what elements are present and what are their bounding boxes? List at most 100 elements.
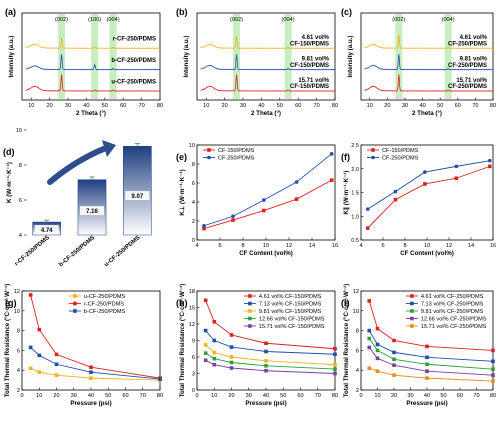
data-point: [393, 189, 398, 194]
x-tick-label: 80: [157, 393, 163, 399]
y-axis-label: Total Thermal Resistance (°C·cm²·W⁻¹): [4, 284, 11, 398]
x-tick-label: 30: [407, 393, 413, 399]
data-point: [28, 293, 33, 297]
x-tick-label: 60: [455, 103, 461, 109]
data-point: [264, 349, 268, 354]
x-tick-label: 6: [381, 243, 384, 249]
x-tick-label: 50: [437, 103, 443, 109]
legend-label: 7.13 vol% CF-150/PDMS: [259, 302, 322, 308]
x-tick-label: 16: [490, 243, 496, 249]
series-label: CF-250/PDMS: [448, 63, 487, 69]
value-label-bg: [79, 206, 105, 216]
series-line: [25, 54, 161, 71]
x-tick-label: 70: [315, 393, 321, 399]
peak-label: (002): [55, 17, 68, 23]
legend-label: 12.66 vol% CF-150/PDMS: [259, 317, 325, 323]
data-point: [229, 355, 234, 359]
data-point: [262, 208, 266, 213]
data-point: [367, 336, 372, 341]
y-tick-label: 6: [19, 198, 22, 204]
x-axis-label: 2 Theta (°): [251, 110, 281, 117]
data-point: [329, 178, 334, 182]
data-point: [392, 357, 396, 362]
legend-label: 15.71 vol% CF-250/PDMS: [421, 324, 487, 330]
peak-label: (004): [107, 17, 120, 23]
x-tick-label: 60: [297, 393, 303, 399]
data-point: [392, 350, 396, 355]
data-point: [248, 309, 252, 313]
data-point: [367, 366, 372, 371]
x-tick-label: 30: [65, 103, 71, 109]
x-tick-label: 40: [263, 393, 269, 399]
x-tick-label: 6: [218, 243, 221, 249]
series-label: b-CF-250/PDMS: [111, 58, 156, 64]
data-point: [158, 377, 162, 381]
x-tick-label: 10: [203, 103, 209, 109]
data-point: [73, 301, 77, 306]
x-tick-label: 16: [332, 243, 338, 249]
data-point: [37, 327, 42, 332]
data-point: [365, 226, 370, 230]
y-tick-label: 10: [16, 128, 22, 134]
y-tick-label: 3: [192, 372, 195, 378]
x-tick-label: 40: [424, 393, 430, 399]
data-point: [425, 362, 429, 367]
data-point: [333, 352, 337, 357]
x-tick-label: 50: [440, 393, 446, 399]
x-axis-label: 2 Theta (°): [412, 110, 442, 117]
legend-label: CF-150/PDMS: [218, 148, 255, 154]
series-label: CF-250/PDMS: [448, 41, 487, 47]
x-tick-label: 50: [277, 103, 283, 109]
x-axis-label: Pressure (psi): [406, 400, 447, 407]
x-tick-label: 20: [53, 393, 59, 399]
x-tick-label: 40: [83, 103, 89, 109]
y-tick-label: 12: [189, 322, 195, 328]
x-tick-label: 80: [157, 103, 163, 109]
legend-label: CF-250/PDMS: [382, 156, 419, 162]
series-label: 4.61 vol%: [302, 35, 330, 41]
data-point: [425, 344, 429, 349]
panel-label: (g): [5, 298, 17, 308]
data-point: [294, 180, 299, 184]
y-axis-label: Intensity (a.u.): [347, 36, 354, 78]
data-point: [229, 360, 234, 365]
data-point: [229, 345, 234, 349]
y-tick-label: 12: [353, 289, 359, 295]
x-tick-label: 80: [332, 103, 338, 109]
x-tick-label: 10: [28, 103, 34, 109]
data-point: [262, 198, 266, 202]
data-point: [248, 301, 252, 306]
x-tick-label: 4: [359, 243, 362, 249]
y-axis-label: Total Thermal Resistance (°C·cm²·W⁻¹): [179, 284, 186, 398]
x-tick-label: 80: [490, 393, 496, 399]
y-tick-label: 10: [353, 309, 359, 315]
data-point: [73, 309, 77, 313]
x-tick-label: 30: [246, 393, 252, 399]
data-point: [264, 368, 268, 373]
y-tick-label: 4: [356, 368, 359, 374]
bar-value-label: 4.74: [41, 228, 53, 234]
data-point: [229, 366, 234, 370]
panel-g: (g) u-CF-250/PDMS r-CF-250/PDMSb-CF-250/PD…: [4, 284, 163, 407]
data-point: [410, 324, 414, 328]
x-tick-label: 0: [359, 393, 362, 399]
x-axis-label: CF Content (vol%): [400, 250, 454, 257]
value-label-bg: [34, 225, 59, 234]
series-line: [203, 179, 332, 230]
data-point: [207, 155, 211, 160]
x-tick-label: 60: [295, 103, 301, 109]
data-point: [203, 328, 208, 333]
y-tick-label: 0.5: [351, 238, 359, 244]
x-tick-label: 70: [313, 103, 319, 109]
series-label: CF-150/PDMS: [290, 63, 329, 69]
data-point: [37, 353, 42, 358]
panel-label: (b): [176, 7, 188, 17]
peak-label: (002): [230, 17, 243, 23]
x-tick-label: 10: [263, 243, 269, 249]
series-line: [25, 74, 161, 92]
panel-label: (a): [5, 7, 16, 17]
series-line: [205, 359, 336, 374]
trend-arrow-shaft: [47, 145, 109, 185]
data-point: [375, 348, 380, 353]
legend-label: b-CF-250/PDMS: [84, 309, 126, 315]
